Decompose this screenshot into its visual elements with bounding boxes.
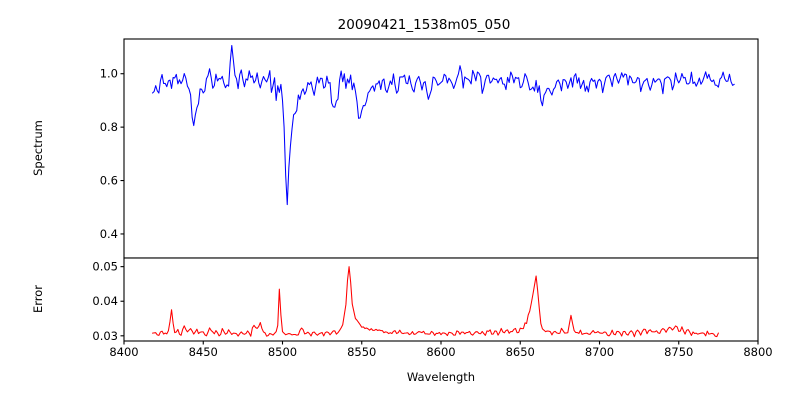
panel-spectrum: 0.4 0.6 0.8 1.0 Spectrum xyxy=(31,38,759,259)
x-tick-label: 8500 xyxy=(268,345,297,359)
spectrum-y-tick-label: 0.4 xyxy=(100,227,118,241)
figure-title: 20090421_1538m05_050 xyxy=(338,17,511,33)
x-tick-label: 8750 xyxy=(664,345,693,359)
error-y-tick-label: 0.05 xyxy=(92,260,118,274)
panel-error: 0.030.040.05 Error 8400 8450 8500 8550 8600 8… xyxy=(31,257,773,384)
spectrum-y-tick-label: 0.6 xyxy=(100,174,118,188)
error-data-line xyxy=(152,266,719,338)
x-tick-label: 8700 xyxy=(585,345,614,359)
spectrum-y-axis-label: Spectrum xyxy=(31,120,45,176)
x-tick-label: 8800 xyxy=(743,345,772,359)
error-y-tick-label: 0.03 xyxy=(92,329,118,343)
x-axis-ticks: 8400 8450 8500 8550 8600 8650 8700 8750 8800 xyxy=(109,341,773,359)
x-tick-label: 8650 xyxy=(506,345,535,359)
error-y-axis-label: Error xyxy=(31,285,45,313)
error-y-ticks: 0.03 0.04 0.05 xyxy=(92,260,124,343)
error-plot-area xyxy=(124,258,758,341)
error-y-tick-label: 0.04 xyxy=(92,294,118,308)
x-axis-label: Wavelength xyxy=(407,370,475,384)
spectrum-data-line xyxy=(152,44,735,206)
x-tick-label: 8400 xyxy=(109,345,138,359)
spectrum-plot-area xyxy=(124,39,758,258)
spectrum-y-ticks: 0.4 0.6 0.8 1.0 xyxy=(100,67,124,241)
x-tick-label: 8450 xyxy=(189,345,218,359)
spectrum-y-tick-label: 1.0 xyxy=(100,67,118,81)
x-tick-label: 8600 xyxy=(426,345,455,359)
x-tick-label: 8550 xyxy=(347,345,376,359)
spectrum-y-tick-label: 0.8 xyxy=(100,120,118,134)
